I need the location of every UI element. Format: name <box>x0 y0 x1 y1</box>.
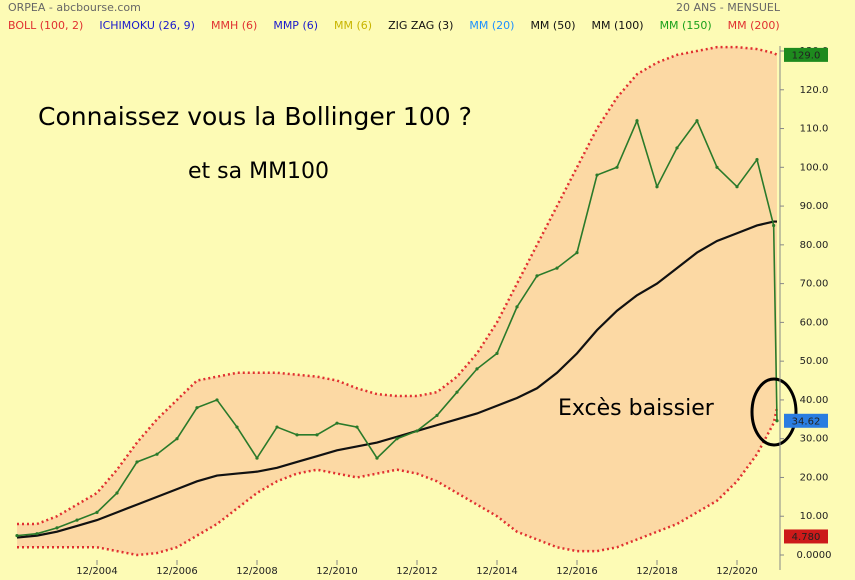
price-point <box>395 437 399 441</box>
price-point <box>255 456 259 460</box>
price-point <box>715 165 719 169</box>
y-tick-label: 90.00 <box>800 201 829 212</box>
series-line <box>16 118 778 537</box>
band-fill <box>17 47 777 555</box>
price-badge-label: 34.62 <box>792 416 821 427</box>
price-badge <box>784 529 828 544</box>
legend-item: MM (100) <box>592 19 644 32</box>
price-badge-label: 129.0 <box>792 50 821 61</box>
price-point <box>275 425 279 429</box>
y-tick-label: 0.0000 <box>797 550 832 561</box>
x-tick-label: 12/2014 <box>476 566 518 577</box>
price-point <box>355 425 359 429</box>
price-point <box>435 413 439 418</box>
y-tick-label: 120.0 <box>800 85 829 96</box>
annotation-label: Excès baissier <box>558 396 715 421</box>
price-point <box>475 367 479 371</box>
price-point <box>235 425 239 429</box>
price-point <box>335 421 339 425</box>
legend-item: MM (20) <box>469 19 514 32</box>
y-tick-label: 30.00 <box>800 434 829 445</box>
price-point <box>75 518 79 522</box>
legend-item: MMP (6) <box>273 19 318 32</box>
highlight-ellipse <box>750 377 798 447</box>
price-point <box>535 274 539 278</box>
price-point <box>195 406 199 410</box>
price-point <box>55 526 59 530</box>
legend-item: MM (6) <box>334 19 372 32</box>
price-point <box>575 251 579 255</box>
price-point <box>755 157 759 162</box>
price-point <box>495 351 499 355</box>
legend-item: MM (150) <box>660 19 712 32</box>
price-point <box>215 398 219 402</box>
price-point <box>775 419 779 423</box>
source: ORPEA - abcbourse.com <box>8 1 141 14</box>
price-point <box>415 429 419 433</box>
y-tick-label: 80.00 <box>800 240 829 251</box>
price-point <box>175 437 179 441</box>
price-point <box>155 452 159 456</box>
annotation-title: Connaissez vous la Bollinger 100 ? <box>38 102 472 131</box>
legend-item: MMH (6) <box>211 19 257 32</box>
price-point <box>655 185 659 189</box>
price-point <box>615 165 619 169</box>
legend-item: ZIG ZAG (3) <box>388 19 453 32</box>
price-point <box>315 433 319 437</box>
legend-item: MM (200) <box>728 19 780 32</box>
x-tick-label: 12/2004 <box>76 566 118 577</box>
price-point <box>772 223 776 228</box>
series-line <box>16 220 777 539</box>
series-line <box>17 407 779 557</box>
x-tick-label: 12/2008 <box>236 566 278 577</box>
period: 20 ANS - MENSUEL <box>676 1 781 14</box>
price-point <box>115 491 119 495</box>
price-point <box>555 266 559 270</box>
x-tick-label: 12/2012 <box>396 566 438 577</box>
price-point <box>295 433 299 437</box>
price-point <box>675 146 679 150</box>
price-badge <box>784 413 828 428</box>
price-badge <box>784 47 828 62</box>
price-point <box>95 510 99 514</box>
price-point <box>15 534 19 538</box>
y-tick-label: 20.00 <box>800 472 829 483</box>
y-tick-label: 60.00 <box>800 317 829 328</box>
legend-item: MM (50) <box>530 19 575 32</box>
legend-item: BOLL (100, 2) <box>8 19 83 32</box>
y-tick-label: 100.0 <box>800 162 829 173</box>
y-tick-label: 10.00 <box>800 511 829 522</box>
annotation-subtitle: et sa MM100 <box>188 159 329 184</box>
y-tick-label: 110.0 <box>800 124 829 135</box>
x-tick-label: 12/2020 <box>716 566 758 577</box>
price-badge-label: 4.780 <box>792 532 821 543</box>
x-tick-label: 12/2016 <box>556 566 598 577</box>
price-point <box>695 119 699 123</box>
price-point <box>455 390 459 394</box>
price-point <box>635 119 639 123</box>
price-point <box>735 185 739 189</box>
price-point <box>375 456 379 460</box>
y-tick-label: 70.00 <box>800 279 829 290</box>
price-point <box>515 305 519 309</box>
y-tick-label: 50.00 <box>800 356 829 367</box>
x-tick-label: 12/2018 <box>636 566 678 577</box>
price-point <box>135 460 139 464</box>
legend-item: ICHIMOKU (26, 9) <box>99 19 195 32</box>
price-point <box>595 173 599 177</box>
price-point <box>35 532 39 536</box>
y-tick-label: 40.00 <box>800 395 829 406</box>
x-tick-label: 12/2006 <box>156 566 198 577</box>
x-tick-label: 12/2010 <box>316 566 358 577</box>
